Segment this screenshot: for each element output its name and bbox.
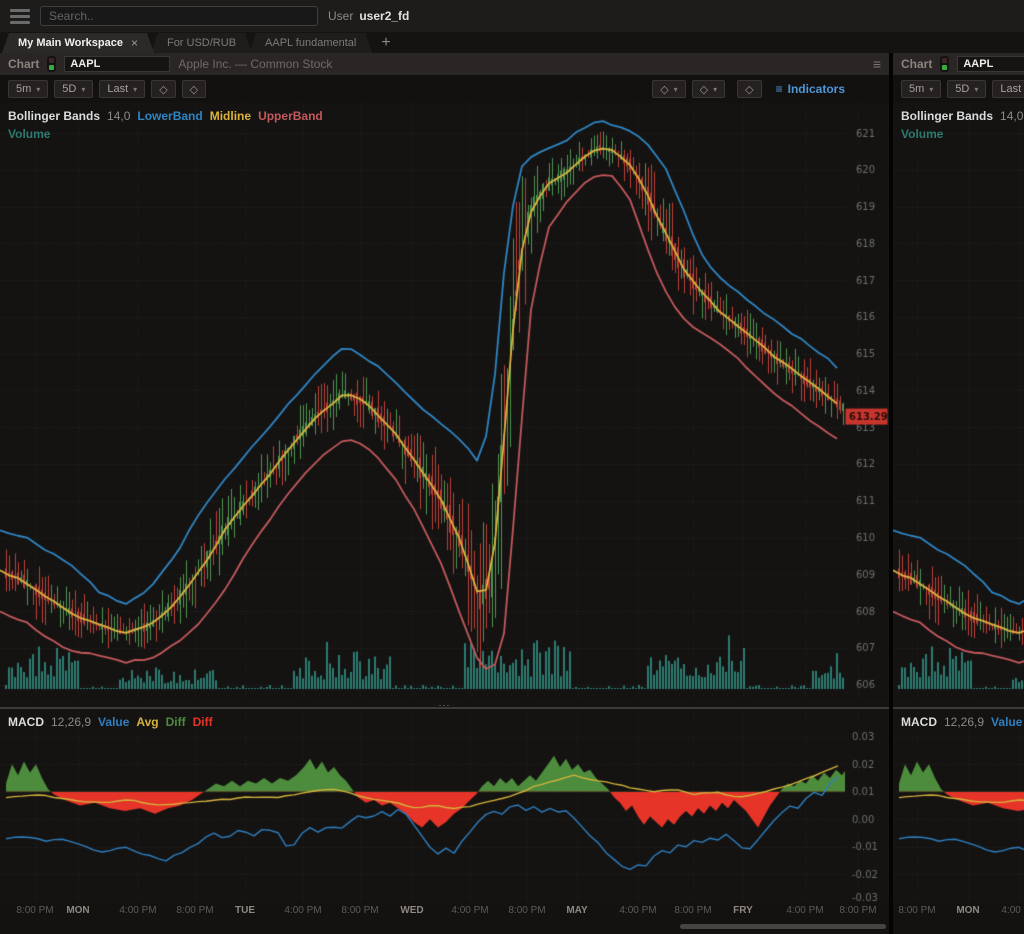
chart-panel-header: Chart Apple Inc. — Common Stock ≡	[0, 53, 889, 75]
time-axis-label: 4:00 PM	[119, 905, 157, 916]
diamond-dropdown[interactable]: ◇ ▾	[691, 80, 726, 98]
tab-label: My Main Workspace	[18, 37, 123, 49]
diamond-icon: ◇	[699, 83, 709, 96]
diamond-icon: ◇	[159, 83, 168, 96]
chart-panel-header: Chart	[893, 53, 1024, 75]
time-axis-label: 4:00 PM	[284, 905, 322, 916]
time-axis[interactable]: 8:00 PM MON 4:00 PM 8:00 PM TUE 4:00 PM 8:00 P…	[0, 902, 889, 920]
horizontal-scrollbar[interactable]	[680, 924, 886, 929]
time-axis-label: 8:00 PM	[508, 905, 546, 916]
chevron-down-icon: ▾	[929, 84, 934, 94]
time-axis-label: 4:00 PM	[786, 905, 824, 916]
diamond-icon: ◇	[189, 83, 199, 96]
pane-resize-handle[interactable]: ···	[0, 700, 889, 710]
workspace-tabbar: My Main Workspace × For USD/RUB AAPL fun…	[0, 32, 1024, 53]
indicators-button[interactable]: ≡ Indicators	[775, 82, 845, 96]
list-icon: ≡	[775, 82, 783, 96]
chevron-down-icon: ▾	[713, 84, 718, 94]
time-axis-label: FRY	[733, 905, 753, 916]
price-chart-area: Bollinger Bands 14,0 LowerBand Volume	[893, 103, 1024, 700]
time-axis-label: 8:00 PM	[839, 905, 877, 916]
symbol-input[interactable]	[64, 56, 171, 72]
time-axis-label: 4:00 PM	[1001, 905, 1024, 916]
macd-chart-canvas[interactable]	[893, 709, 1024, 902]
app-menu-icon[interactable]	[10, 8, 30, 24]
diamond-icon: ◇	[745, 83, 754, 96]
topbar: User user2_fd	[0, 0, 1024, 32]
time-axis-label: 4:00 PM	[619, 905, 657, 916]
scrollbar-track	[893, 920, 1024, 934]
search-input[interactable]	[40, 6, 318, 26]
diamond-tool-button[interactable]: ◇	[737, 80, 762, 98]
drag-dots-icon: ···	[438, 700, 451, 710]
symbol-input[interactable]	[957, 56, 1024, 72]
interval-dropdown[interactable]: 5m ▾	[8, 80, 49, 98]
macd-chart-canvas[interactable]	[0, 709, 889, 902]
time-axis-label: 4:00 PM	[451, 905, 489, 916]
user-label: User	[328, 9, 354, 23]
time-axis-label: 8:00 PM	[16, 905, 54, 916]
diamond-dropdown[interactable]: ◇ ▾	[652, 80, 686, 98]
pane-resize-handle[interactable]	[893, 700, 1024, 709]
new-tab-button[interactable]: +	[381, 33, 391, 51]
interval-dropdown[interactable]: 5m ▾	[901, 80, 942, 98]
tab-for-usd-rub[interactable]: For USD/RUB	[151, 33, 252, 53]
diamond-tool-button[interactable]: ◇	[151, 80, 176, 98]
tab-my-main-workspace[interactable]: My Main Workspace ×	[2, 33, 154, 53]
time-axis-label: MAY	[566, 905, 588, 916]
chevron-down-icon: ▾	[36, 84, 41, 94]
connection-status-icon	[47, 56, 57, 72]
macd-pane: MACD 12,26,9 Value Avg Diff Diff	[0, 709, 889, 902]
chevron-down-icon: ▾	[673, 84, 678, 94]
tab-label: AAPL fundamental	[265, 37, 357, 49]
diamond-tool-button[interactable]: ◇	[181, 80, 207, 98]
time-axis[interactable]: 8:00 PM MON 4:00 PM	[893, 902, 1024, 920]
time-axis-label: 8:00 PM	[898, 905, 936, 916]
chart-menu-icon[interactable]: ≡	[872, 56, 881, 72]
tab-aapl-fundamental[interactable]: AAPL fundamental	[249, 33, 372, 53]
price-chart-canvas[interactable]	[893, 103, 1024, 700]
range-dropdown[interactable]: 5D ▾	[54, 80, 94, 98]
time-axis-label: 8:00 PM	[674, 905, 712, 916]
price-type-dropdown[interactable]: Last▾	[99, 80, 146, 98]
time-axis-label: MON	[956, 905, 980, 916]
user-info: User user2_fd	[328, 9, 409, 23]
time-axis-label: 8:00 PM	[176, 905, 214, 916]
range-dropdown[interactable]: 5D ▾	[947, 80, 987, 98]
chart-toolbar: 5m ▾ 5D ▾ Last ▾ ◇ ◇ ◇ ▾ ◇ ▾ ◇ ≡ Indicators	[0, 75, 889, 103]
price-chart-area: Bollinger Bands 14,0 LowerBand Midline U…	[0, 103, 889, 700]
price-type-dropdown[interactable]: Last▾	[992, 80, 1024, 98]
chevron-down-icon: ▾	[974, 84, 979, 94]
connection-status-icon	[940, 56, 950, 72]
time-axis-label: WED	[400, 905, 424, 916]
panel-type-label: Chart	[8, 57, 40, 71]
panel-divider[interactable]	[889, 53, 893, 934]
panel-type-label: Chart	[901, 57, 933, 71]
time-axis-label: MON	[66, 905, 90, 916]
tab-close-icon[interactable]: ×	[130, 36, 138, 50]
chart-panel-right: Chart 5m▾ 5D▾ Last▾ Bollinger Bands 14,0…	[893, 53, 1024, 934]
chart-panel-main: Chart Apple Inc. — Common Stock ≡ 5m▾ 5D…	[0, 53, 889, 934]
chart-toolbar: 5m▾ 5D▾ Last▾	[893, 75, 1024, 103]
chevron-down-icon: ▾	[81, 84, 86, 94]
symbol-description: Apple Inc. — Common Stock	[178, 57, 333, 71]
price-chart-canvas[interactable]	[0, 103, 889, 700]
diamond-icon: ◇	[660, 83, 669, 96]
time-axis-label: TUE	[235, 905, 255, 916]
macd-pane: MACD 12,26,9 Value Avg Diff	[893, 709, 1024, 902]
chevron-down-icon: ▾	[133, 84, 138, 94]
time-axis-label: 8:00 PM	[341, 905, 379, 916]
tab-label: For USD/RUB	[166, 37, 237, 49]
username: user2_fd	[359, 9, 410, 23]
scrollbar-track	[0, 920, 889, 934]
